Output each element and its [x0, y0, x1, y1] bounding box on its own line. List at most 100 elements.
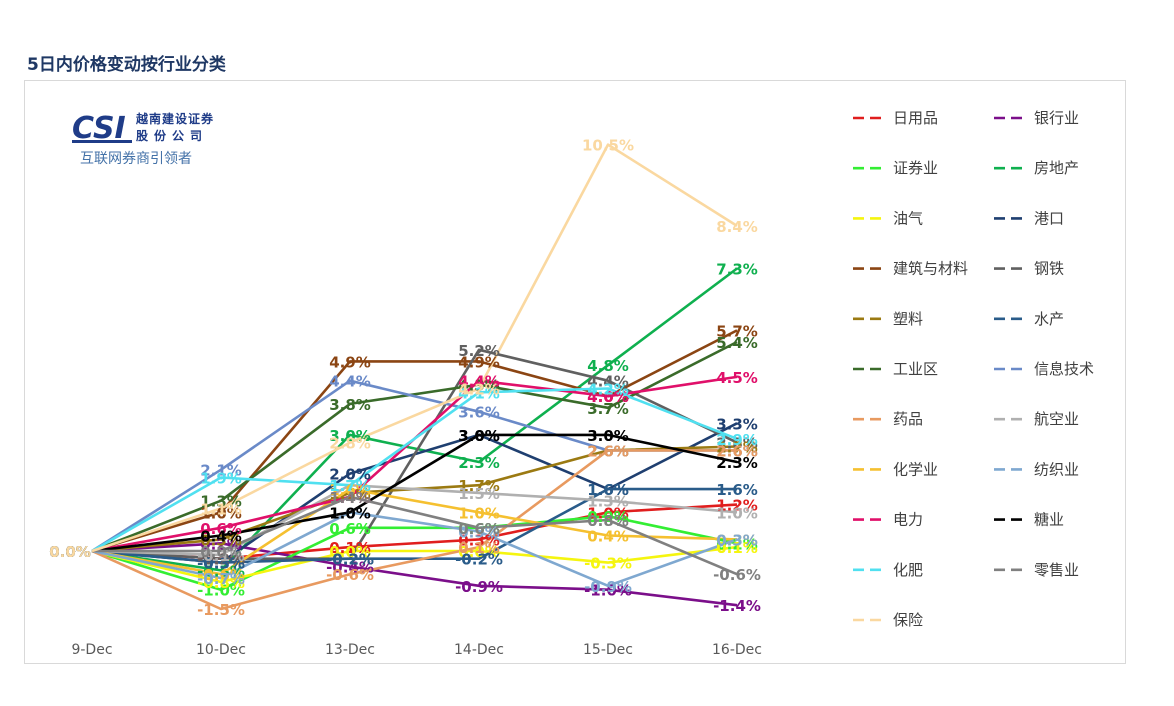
data-label: -0.6%: [197, 566, 245, 584]
data-label: 1.0%: [329, 504, 371, 522]
chart-frame: [24, 80, 1126, 664]
data-label: 1.0%: [587, 504, 629, 522]
data-label: 1.5%: [458, 485, 500, 503]
data-label: 0.0%: [49, 543, 91, 561]
legend-entry: 零售业: [1034, 561, 1079, 579]
data-label: 0.3%: [458, 531, 500, 549]
data-label: 8.4%: [716, 218, 758, 236]
data-label: -0.9%: [455, 578, 503, 596]
x-tick-label: 15-Dec: [583, 642, 633, 658]
data-label: 1.3%: [587, 493, 629, 511]
logo-tagline: 互联网券商引领者: [80, 151, 192, 167]
data-label: -0.2%: [455, 551, 503, 569]
data-label: 0.0%: [458, 543, 500, 561]
data-label: 0.0%: [49, 543, 91, 561]
data-label: -1.5%: [197, 601, 245, 619]
data-label: 4.9%: [458, 353, 500, 371]
data-label: 0.0%: [329, 543, 371, 561]
data-label: 1.7%: [458, 477, 500, 495]
data-label: 0.0%: [49, 543, 91, 561]
x-tick-label: 10-Dec: [196, 642, 246, 658]
data-label: 4.2%: [587, 380, 629, 398]
data-label: 0.2%: [716, 535, 758, 553]
data-label: -0.7%: [197, 570, 245, 588]
data-label: 1.0%: [329, 504, 371, 522]
series-line: [91, 143, 738, 553]
data-label: 2.1%: [200, 462, 242, 480]
data-label: 0.0%: [49, 543, 91, 561]
data-label: 4.2%: [458, 380, 500, 398]
data-label: 4.3%: [458, 377, 500, 395]
data-label: 0.6%: [458, 520, 500, 538]
data-label: 0.0%: [49, 543, 91, 561]
data-label: 0.3%: [716, 531, 758, 549]
data-label: 2.6%: [587, 442, 629, 460]
data-label: 1.6%: [587, 481, 629, 499]
data-label: 1.6%: [587, 481, 629, 499]
legend-entry: 电力: [893, 511, 923, 529]
series-line: [91, 348, 738, 561]
data-label: 2.6%: [587, 442, 629, 460]
data-label: 2.9%: [716, 431, 758, 449]
series-line: [91, 487, 738, 576]
series-line: [91, 510, 738, 588]
data-label: 2.8%: [716, 435, 758, 453]
data-label: 0.0%: [49, 543, 91, 561]
series-line: [91, 541, 738, 607]
data-label: -0.5%: [197, 562, 245, 580]
data-label: 0.0%: [49, 543, 91, 561]
data-label: -0.6%: [713, 566, 761, 584]
data-label: 0.6%: [200, 520, 242, 538]
data-label: 0.4%: [587, 528, 629, 546]
data-label: -1.0%: [584, 582, 632, 600]
legend-entry: 保险: [893, 611, 923, 629]
data-label: 3.0%: [587, 427, 629, 445]
data-label: 0.8%: [587, 512, 629, 530]
data-label: -0.1%: [197, 547, 245, 565]
data-label: 2.6%: [716, 442, 758, 460]
legend-entry: 药品: [893, 410, 923, 428]
legend-entry: 化肥: [893, 561, 923, 579]
data-label: 3.7%: [587, 400, 629, 418]
data-label: 1.9%: [200, 469, 242, 487]
data-label: -0.2%: [326, 551, 374, 569]
data-label: 3.6%: [458, 404, 500, 422]
series-line: [91, 487, 737, 564]
data-label: 0.0%: [49, 543, 91, 561]
logo: CSI: [72, 111, 232, 172]
data-label: -0.2%: [326, 551, 374, 569]
data-label: 2.6%: [587, 442, 629, 460]
data-label: -1.4%: [713, 597, 761, 615]
series-line: [91, 387, 738, 553]
legend-entry: 钢铁: [1034, 260, 1064, 278]
data-label: -1.0%: [197, 582, 245, 600]
data-label: 1.3%: [200, 493, 242, 511]
data-label: -0.3%: [197, 555, 245, 573]
data-label: 0.0%: [49, 543, 91, 561]
series-line: [91, 433, 738, 553]
data-label: 5.7%: [716, 322, 758, 340]
legend-entry: 糖业: [1034, 511, 1064, 529]
series-lines: [91, 143, 738, 611]
data-label: 4.4%: [587, 373, 629, 391]
data-label: 3.0%: [458, 427, 500, 445]
data-label: 0.0%: [49, 543, 91, 561]
data-label: -0.3%: [584, 555, 632, 573]
data-label: 3.8%: [329, 396, 371, 414]
data-label: 0.0%: [49, 543, 91, 561]
data-label: 1.5%: [329, 485, 371, 503]
legend-entry: 房地产: [1034, 159, 1079, 177]
series-line: [91, 545, 738, 584]
data-label: 0.3%: [716, 531, 758, 549]
series-line: [91, 379, 737, 553]
legend-entry: 工业区: [893, 360, 938, 378]
data-label: 7.3%: [716, 260, 758, 278]
series-line: [92, 495, 738, 576]
data-label: 0.0%: [49, 543, 91, 561]
data-label: -0.8%: [197, 574, 245, 592]
data-label: 1.6%: [329, 481, 371, 499]
data-label: 0.9%: [587, 508, 629, 526]
data-label: 0.1%: [458, 539, 500, 557]
x-tick-label: 14-Dec: [454, 642, 504, 658]
